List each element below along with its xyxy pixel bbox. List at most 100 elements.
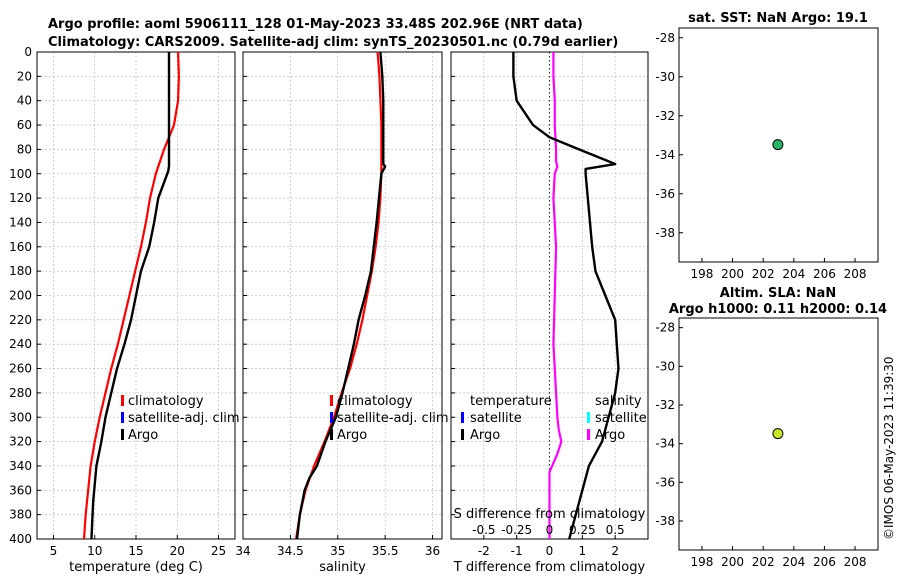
x-tick-label: 35 [330,544,345,558]
legend-swatch [330,429,333,440]
s-tick-label: -0.25 [501,523,532,537]
y-tick-label: -34 [655,148,675,162]
sla-map-title: Altim. SLA: NaN [720,286,836,301]
x-tick-label: 200 [721,267,744,281]
legend-swatch [121,412,124,423]
y-tick-label: -32 [655,109,675,123]
sla-map-axes: 198 200 202 204 206 208 -28 -30 -32 -34 -36 -38 Alti… [655,286,887,569]
x-tick-label: 208 [844,555,867,569]
x-tick-label: -1 [511,544,523,558]
x-tick-label: 25 [211,544,226,558]
legend-swatch [587,429,590,440]
s-tick-label: 0.5 [606,523,625,537]
map-frame [678,27,879,263]
sst-map-axes: 198 200 202 204 206 208 -28 -30 -32 -34 -36 -38 sat.… [655,11,879,281]
y-tick-label: 140 [9,215,32,229]
x-tick-label: 34 [235,544,250,558]
y-tick-label: -32 [655,398,675,412]
y-tick-label: -34 [655,437,675,451]
t-difference-line [512,52,620,540]
legend-swatch [121,395,124,406]
difference-axes: -2 -1 0 1 2 T difference from climatology S di… [450,51,649,575]
x-tick-label: -2 [478,544,490,558]
s-tick-label: 0 [546,523,554,537]
y-tick-label: -28 [655,321,675,335]
y-tick-label: 220 [9,313,32,327]
y-tick-label: 300 [9,410,32,424]
y-tick-label: 360 [9,483,32,497]
x-tick-label: 34.5 [277,544,304,558]
y-tick-label: 260 [9,362,32,376]
x-axis-label: temperature (deg C) [69,560,203,575]
y-tick-label: -28 [655,31,675,45]
legend-label: climatology [337,394,413,409]
legend-label: Argo [595,428,625,443]
argo-position-marker [772,139,784,151]
timestamp: ©IMOS 06-May-2023 11:39:30 [882,356,896,540]
x-tick-label: 204 [782,555,805,569]
x-tick-label: 204 [782,267,805,281]
y-tick-label: 60 [17,118,32,132]
y-tick-label: -30 [655,359,675,373]
y-tick-label: 180 [9,264,32,278]
y-tick-label: 280 [9,386,32,400]
legend-label: satellite-adj. clim [337,411,449,426]
x-axis-label: salinity [319,560,366,575]
climatology-line [82,51,180,540]
legend-label: climatology [128,394,204,409]
y-tick-label: -30 [655,70,675,84]
y-tick-label: 160 [9,240,32,254]
s-difference-line [548,52,563,539]
temperature-axes: 5 10 15 20 25 0 20 40 60 80 100 120 140 160 180 200 220 2… [9,45,240,575]
legend-label: satellite [595,411,647,426]
legend-label: salinity [595,394,642,409]
y-tick-label: 100 [9,167,32,181]
x-tick-label: 15 [128,544,143,558]
x-tick-label: 35.5 [372,544,399,558]
climatology-line [294,51,383,540]
y-tick-label: 0 [24,45,32,59]
x-tick-label: 5 [50,544,58,558]
legend-label: Argo [337,428,367,443]
legend-label: temperature [470,394,552,409]
legend-label: satellite [470,411,522,426]
x-tick-label: 198 [691,555,714,569]
legend-swatch [587,412,590,423]
argo-position-marker [772,428,784,440]
x-tick-label: 206 [813,267,836,281]
y-tick-label: 320 [9,435,32,449]
y-tick-label: 200 [9,289,32,303]
s-axis-label: S difference from climatology [454,507,646,522]
s-tick-label: 0.25 [569,523,596,537]
legend-label: satellite-adj. clim [128,411,240,426]
sla-map-subtitle: Argo h1000: 0.11 h2000: 0.14 [669,302,887,317]
y-tick-label: 400 [9,532,32,546]
x-tick-label: 200 [721,555,744,569]
y-tick-label: 20 [17,69,32,83]
salinity-axes: 34 34.5 35 35.5 36 salinity climatology satelli… [235,51,449,575]
y-tick-label: 380 [9,508,32,522]
x-tick-label: 198 [691,267,714,281]
y-tick-label: 340 [9,459,32,473]
y-tick-label: -38 [655,226,675,240]
y-tick-label: -38 [655,514,675,528]
sst-map-title: sat. SST: NaN Argo: 19.1 [688,11,868,26]
legend-swatch [330,395,333,406]
legend-label: Argo [128,428,158,443]
argo-line [90,52,171,540]
x-tick-label: 20 [170,544,185,558]
legend-swatch [330,412,333,423]
y-tick-label: -36 [655,475,675,489]
x-axis-label: T difference from climatology [453,560,646,575]
y-tick-label: -36 [655,187,675,201]
y-tick-label: 240 [9,337,32,351]
legend-swatch [121,429,124,440]
x-tick-label: 36 [425,544,440,558]
y-tick-label: 40 [17,94,32,108]
title-line-1: Argo profile: aoml 5906111_128 01-May-20… [48,17,583,32]
x-tick-label: 202 [752,267,775,281]
x-tick-label: 10 [87,544,102,558]
s-tick-label: -0.5 [472,523,495,537]
legend-swatch [461,429,464,440]
